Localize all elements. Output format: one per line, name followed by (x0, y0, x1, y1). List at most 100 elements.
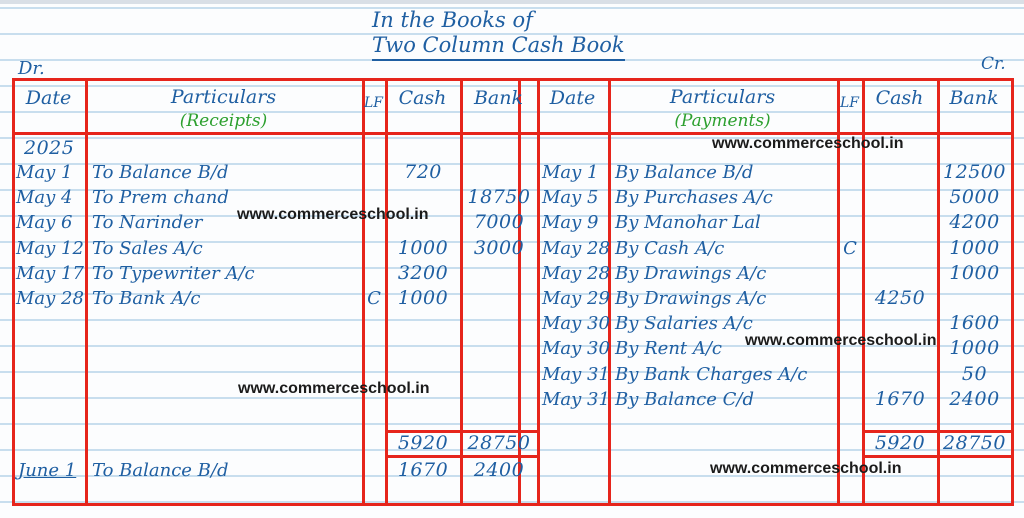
debit-row-date: May 1 (16, 162, 73, 183)
header-cash-credit: Cash (875, 87, 924, 109)
credit-row-bank-amount: 50 (961, 363, 988, 385)
grid-line (385, 78, 388, 506)
debit-row-date: May 17 (16, 263, 84, 284)
header-particulars-credit: Particulars (669, 86, 776, 108)
debit-row-bank-amount: 18750 (467, 186, 531, 208)
credit-row-date: May 31 (542, 364, 610, 385)
credit-row-cash-amount: 4250 (874, 287, 926, 309)
debit-row-cash-amount: 3200 (397, 262, 449, 284)
page-title: In the Books of Two Column Cash Book (372, 8, 625, 61)
year-label: 2025 (24, 137, 75, 159)
credit-row-date: May 28 (542, 263, 610, 284)
grid-line (85, 78, 88, 506)
watermark-5: www.commerceschool.in (710, 460, 902, 477)
credit-row-date: May 28 (542, 238, 610, 259)
credit-row-bank-amount: 1000 (949, 262, 1000, 284)
header-receipts-label: (Receipts) (179, 111, 268, 131)
credit-row-bank-amount: 1600 (949, 312, 1000, 334)
header-payments-label: (Payments) (674, 111, 771, 131)
debit-row-particulars: To Typewriter A/c (92, 263, 255, 284)
header-date-debit: Date (25, 87, 72, 109)
debit-row-date: May 12 (16, 238, 84, 259)
credit-total-cash: 5920 (874, 432, 926, 454)
grid-line (12, 78, 15, 506)
header-particulars-debit: Particulars (170, 86, 277, 108)
credit-row-bank-amount: 1000 (949, 237, 1000, 259)
grid-line (862, 78, 865, 506)
debit-total-cash: 5920 (397, 432, 449, 454)
grid-line (518, 78, 521, 506)
credit-row-bank-amount: 1000 (949, 337, 1000, 359)
watermark-4: www.commerceschool.in (238, 380, 430, 397)
grid-line (460, 78, 463, 506)
debit-row-particulars: To Bank A/c (92, 288, 201, 309)
credit-total-bank: 28750 (943, 432, 1006, 454)
balance-bd-cash: 1670 (397, 459, 449, 481)
credit-row-date: May 29 (542, 288, 610, 309)
credit-row-lf: C (843, 238, 857, 259)
watermark-3: www.commerceschool.in (745, 332, 937, 349)
title-line1: In the Books of (372, 8, 533, 32)
debit-row-particulars: To Narinder (92, 212, 203, 233)
header-bank-debit: Bank (473, 87, 524, 109)
credit-row-particulars: By Balance B/d (615, 162, 754, 183)
grid-line (1011, 78, 1014, 506)
credit-row-particulars: By Drawings A/c (615, 288, 767, 309)
debit-row-bank-amount: 3000 (473, 237, 525, 259)
credit-row-particulars: By Drawings A/c (615, 263, 767, 284)
grid-line (537, 78, 540, 506)
title-line2: Two Column Cash Book (372, 33, 625, 61)
credit-row-date: May 30 (542, 338, 610, 359)
debit-row-lf: C (367, 288, 381, 309)
debit-row-cash-amount: 1000 (397, 287, 449, 309)
debit-total-bank: 28750 (467, 432, 531, 454)
grid-line (385, 455, 540, 458)
grid-line (12, 78, 1014, 81)
credit-row-particulars: By Manohar Lal (615, 212, 761, 233)
debit-row-particulars: To Balance B/d (92, 162, 229, 183)
credit-row-date: May 5 (542, 187, 599, 208)
debit-row-cash-amount: 720 (404, 161, 442, 183)
header-lf-credit: LF (839, 95, 859, 111)
credit-row-bank-amount: 4200 (949, 211, 1000, 233)
header-lf-debit: LF (363, 95, 383, 111)
credit-row-particulars: By Purchases A/c (615, 187, 773, 208)
debit-row-cash-amount: 1000 (397, 237, 449, 259)
balance-bd-date: June 1 (18, 460, 77, 481)
debit-row-date: May 6 (16, 212, 73, 233)
credit-row-particulars: By Rent A/c (615, 338, 723, 359)
grid-line (362, 78, 365, 506)
watermark-1: www.commerceschool.in (712, 135, 904, 152)
credit-row-date: May 1 (542, 162, 599, 183)
grid-line (608, 78, 611, 506)
balance-bd-bank: 2400 (473, 459, 525, 481)
credit-row-bank-amount: 2400 (949, 388, 1000, 410)
debit-row-particulars: To Prem chand (92, 187, 229, 208)
grid-line (12, 503, 1014, 506)
grid-line (862, 430, 1014, 433)
page-top-edge (0, 0, 1024, 4)
grid-line (862, 455, 1014, 458)
credit-row-bank-amount: 5000 (949, 186, 1000, 208)
header-date-credit: Date (549, 87, 596, 109)
credit-row-bank-amount: 12500 (943, 161, 1006, 183)
debit-row-date: May 28 (16, 288, 84, 309)
balance-bd-particulars: To Balance B/d (92, 460, 229, 481)
credit-row-particulars: By Cash A/c (615, 238, 725, 259)
credit-row-cash-amount: 1670 (874, 388, 926, 410)
credit-row-date: May 31 (542, 389, 610, 410)
debit-row-date: May 4 (16, 187, 73, 208)
grid-line (12, 132, 1014, 135)
credit-row-particulars: By Balance C/d (615, 389, 754, 410)
grid-line (937, 78, 940, 506)
credit-row-date: May 30 (542, 313, 610, 334)
debit-row-bank-amount: 7000 (473, 211, 525, 233)
credit-row-particulars: By Bank Charges A/c (615, 364, 808, 385)
header-cash-debit: Cash (398, 87, 447, 109)
debit-row-particulars: To Sales A/c (92, 238, 203, 259)
grid-line (385, 430, 540, 433)
dr-label: Dr. (18, 58, 45, 79)
grid-line (837, 78, 840, 506)
credit-row-particulars: By Salaries A/c (615, 313, 753, 334)
